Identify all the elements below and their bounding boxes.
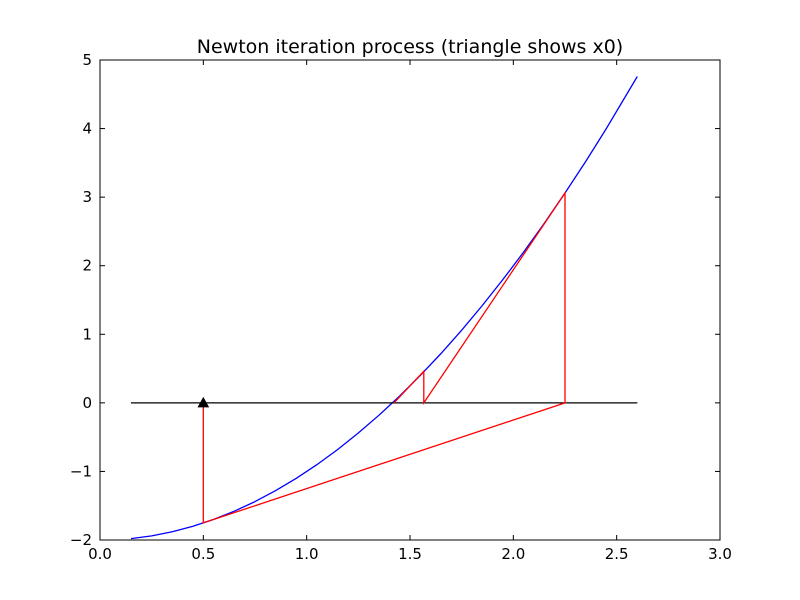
y-tick-label: 2	[82, 257, 92, 275]
x-tick-label: 2.0	[501, 545, 525, 563]
plot-area: 0.0 0.5 1.0 1.5 2.0 2.5 3.0 −2 −1 0 1 2 3 4 5	[70, 51, 732, 563]
y-tick-label: 5	[82, 51, 92, 69]
x-tick-label: 0.5	[191, 545, 215, 563]
y-tick-label: 1	[82, 325, 92, 343]
marker-triangle-0	[197, 396, 210, 408]
x-tick-label: 3.0	[708, 545, 732, 563]
x-tick-label: 1.5	[398, 545, 422, 563]
y-tick-label: 4	[82, 120, 92, 138]
chart-title: Newton iteration process (triangle shows…	[197, 36, 623, 58]
x-tick-label: 0.0	[88, 545, 112, 563]
y-tick-label: 0	[82, 394, 92, 412]
y-tick-label: −1	[70, 462, 92, 480]
x-tick-label: 2.5	[605, 545, 629, 563]
x-tick-label: 1.0	[295, 545, 319, 563]
series-line-2	[202, 190, 566, 524]
y-tick-label: 3	[82, 188, 92, 206]
y-tick-label: −2	[70, 531, 92, 549]
